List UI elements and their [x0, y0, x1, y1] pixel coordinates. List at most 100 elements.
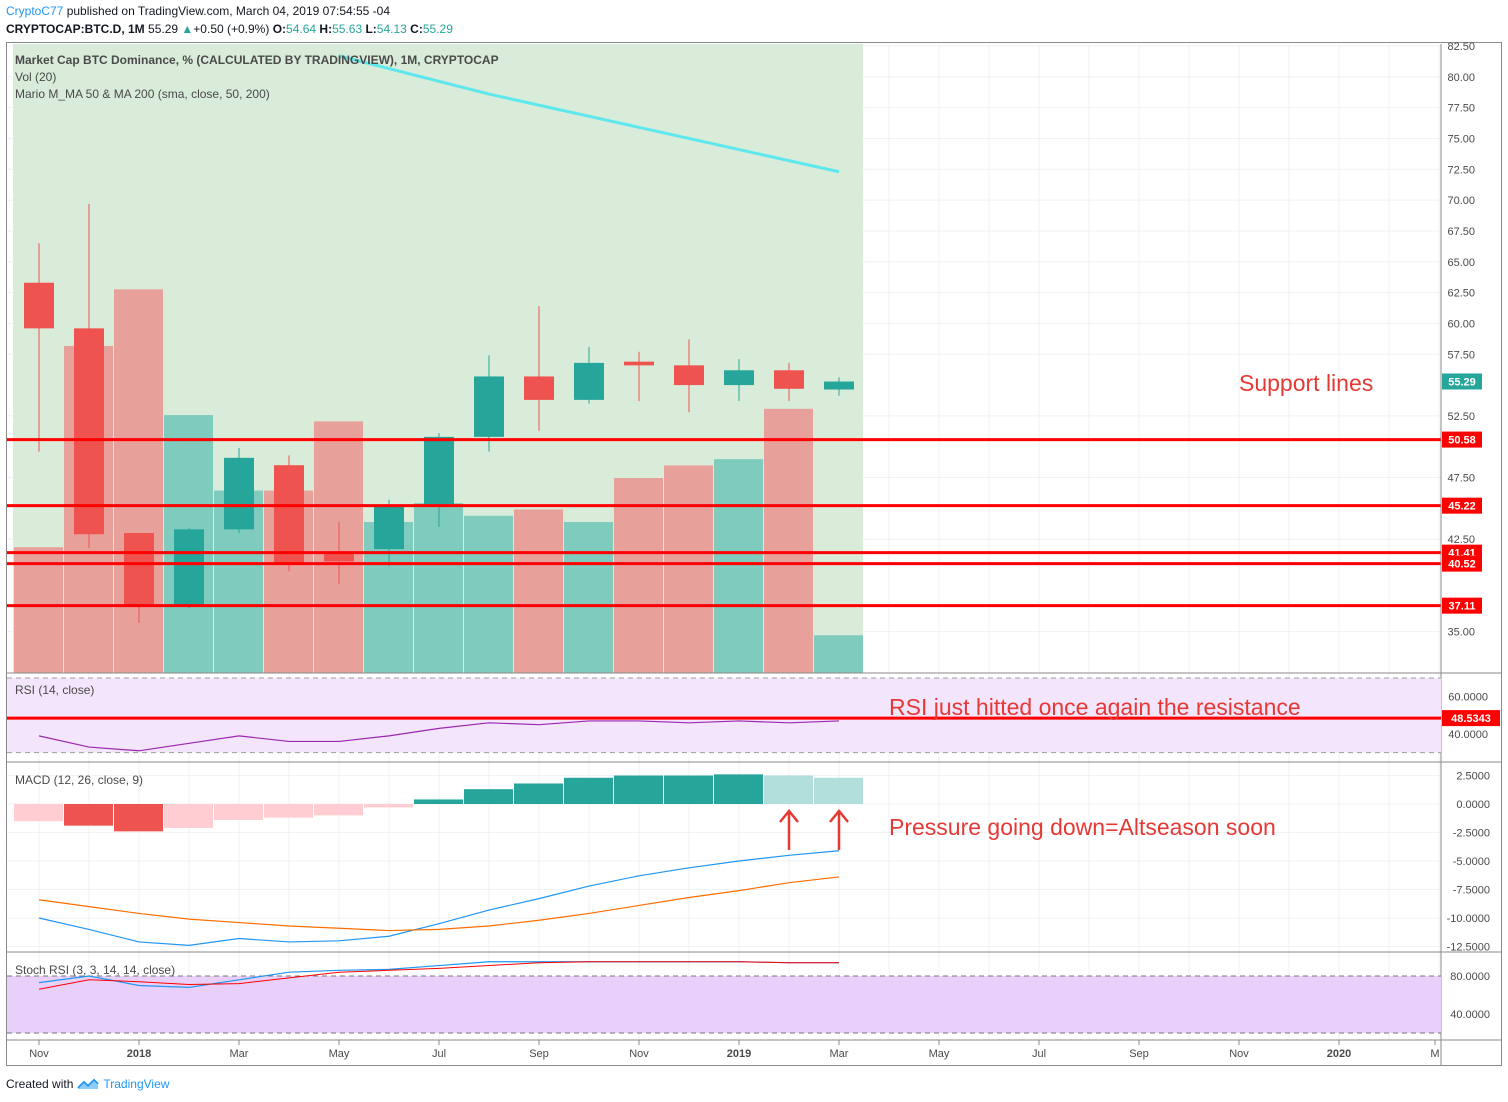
price-change: +0.50 (+0.9%) [193, 22, 270, 36]
macd-histogram-bar [764, 775, 813, 804]
candle-body [374, 504, 404, 550]
last-price-tag-label: 55.29 [1448, 376, 1476, 388]
up-arrow-icon [779, 809, 799, 850]
price-tick-label: 62.50 [1447, 288, 1475, 300]
main-chart-title: Market Cap BTC Dominance, % (CALCULATED … [15, 53, 499, 67]
macd-histogram-bar [814, 777, 863, 804]
macd-tick-label: 0.0000 [1456, 799, 1490, 811]
tradingview-brand[interactable]: TradingView [103, 1077, 170, 1091]
time-axis-label: Sep [1129, 1048, 1149, 1060]
time-axis-label: Nov [1229, 1048, 1249, 1060]
rsi-title: RSI (14, close) [15, 683, 94, 697]
volume-bar [764, 408, 813, 673]
candle-body [524, 376, 554, 400]
time-axis-label: Sep [529, 1048, 549, 1060]
support-price-tag [1442, 597, 1482, 614]
candle-body [174, 529, 204, 606]
macd-histogram-bar [64, 804, 113, 826]
macd-tick-label: 2.5000 [1456, 771, 1490, 783]
macd-tick-label: -12.5000 [1447, 942, 1490, 954]
last-price-tag [1442, 373, 1482, 390]
price-tick-label: 52.50 [1447, 411, 1475, 423]
time-axis-label: Jul [1032, 1048, 1046, 1060]
rsi-resistance-label: 48.5343 [1451, 713, 1491, 725]
symbol-name: CRYPTOCAP:BTC.D, 1M [6, 22, 145, 36]
support-price-label: 40.52 [1448, 559, 1476, 571]
volume-bar [14, 547, 63, 673]
price-tick-label: 82.50 [1447, 41, 1475, 53]
price-tick-label: 70.00 [1447, 195, 1475, 207]
macd-histogram-bar [364, 804, 413, 808]
volume-bar [664, 465, 713, 673]
macd-histogram-bar [664, 775, 713, 804]
candle-body [424, 436, 454, 505]
candle-body [474, 376, 504, 437]
time-axis-label: 2018 [127, 1048, 151, 1060]
candle-body [624, 361, 654, 366]
rsi-annotation: RSI just hitted once again the resistanc… [889, 694, 1301, 720]
macd-tick-label: -2.5000 [1453, 828, 1490, 840]
close-label: C: [410, 22, 423, 36]
stoch-tick-label: 80.0000 [1450, 971, 1490, 983]
open-value: 54.64 [286, 22, 317, 36]
candle-body [324, 553, 354, 562]
macd-histogram-bar [264, 804, 313, 818]
price-tick-label: 65.00 [1447, 257, 1475, 269]
macd-histogram-bar [714, 774, 763, 804]
ma-line [338, 54, 840, 174]
volume-legend: Vol (20) [15, 70, 56, 84]
symbol-bar: CRYPTOCAP:BTC.D, 1M 55.29 ▲+0.50 (+0.9%)… [6, 22, 453, 36]
time-axis-label: Nov [629, 1048, 649, 1060]
candle-body [124, 533, 154, 606]
macd-tick-label: -10.0000 [1447, 913, 1490, 925]
candle-body [774, 370, 804, 389]
candles [24, 203, 854, 624]
candle-body [24, 282, 54, 329]
last-price: 55.29 [148, 22, 179, 36]
macd-tick-label: -5.0000 [1453, 856, 1490, 868]
author-link[interactable]: CryptoC77 [6, 4, 64, 18]
low-value: 54.13 [376, 22, 407, 36]
macd-signal-line [38, 876, 840, 932]
open-label: O: [272, 22, 287, 36]
stoch-band [7, 976, 1441, 1033]
macd-histogram-bar [214, 804, 263, 820]
macd-histogram-bar [114, 804, 163, 832]
volume-bar [814, 635, 863, 673]
macd-annotation: Pressure going down=Altseason soon [889, 814, 1276, 840]
price-tick-label: 67.50 [1447, 226, 1475, 238]
support-price-tag [1442, 555, 1482, 572]
price-tick-label: 60.00 [1447, 318, 1475, 330]
volume-bars [14, 289, 863, 673]
macd-histogram-bar [514, 783, 563, 804]
candle-body [824, 381, 854, 390]
publish-text: published on TradingView.com, March 04, … [66, 4, 391, 18]
chart-frame [6, 42, 1502, 1066]
volume-bar [514, 509, 563, 673]
macd-line [38, 850, 840, 946]
support-price-label: 50.58 [1448, 435, 1476, 447]
support-price-label: 45.22 [1448, 501, 1476, 513]
volume-bar [614, 478, 663, 673]
price-tick-label: 47.50 [1447, 473, 1475, 485]
footer: Created with TradingView [6, 1077, 169, 1091]
price-tick-label: 80.00 [1447, 72, 1475, 84]
volume-bar [564, 522, 613, 673]
rsi-tick-label: 40.0000 [1448, 729, 1488, 741]
support-price-tag [1442, 497, 1482, 514]
close-value: 55.29 [422, 22, 453, 36]
low-label: L: [365, 22, 377, 36]
price-tick-label: 57.50 [1447, 349, 1475, 361]
macd-histogram-bar [614, 775, 663, 804]
created-with-text: Created with [6, 1077, 74, 1091]
support-price-label: 37.11 [1449, 601, 1476, 613]
time-axis-label: Nov [29, 1048, 49, 1060]
high-label: H: [319, 22, 333, 36]
rsi-band [7, 678, 1441, 753]
up-arrow-head [829, 809, 849, 823]
price-tick-label: 77.50 [1447, 103, 1475, 115]
up-arrow-icon [829, 809, 849, 850]
macd-histogram-bar [564, 777, 613, 804]
volume-bar [414, 503, 463, 673]
